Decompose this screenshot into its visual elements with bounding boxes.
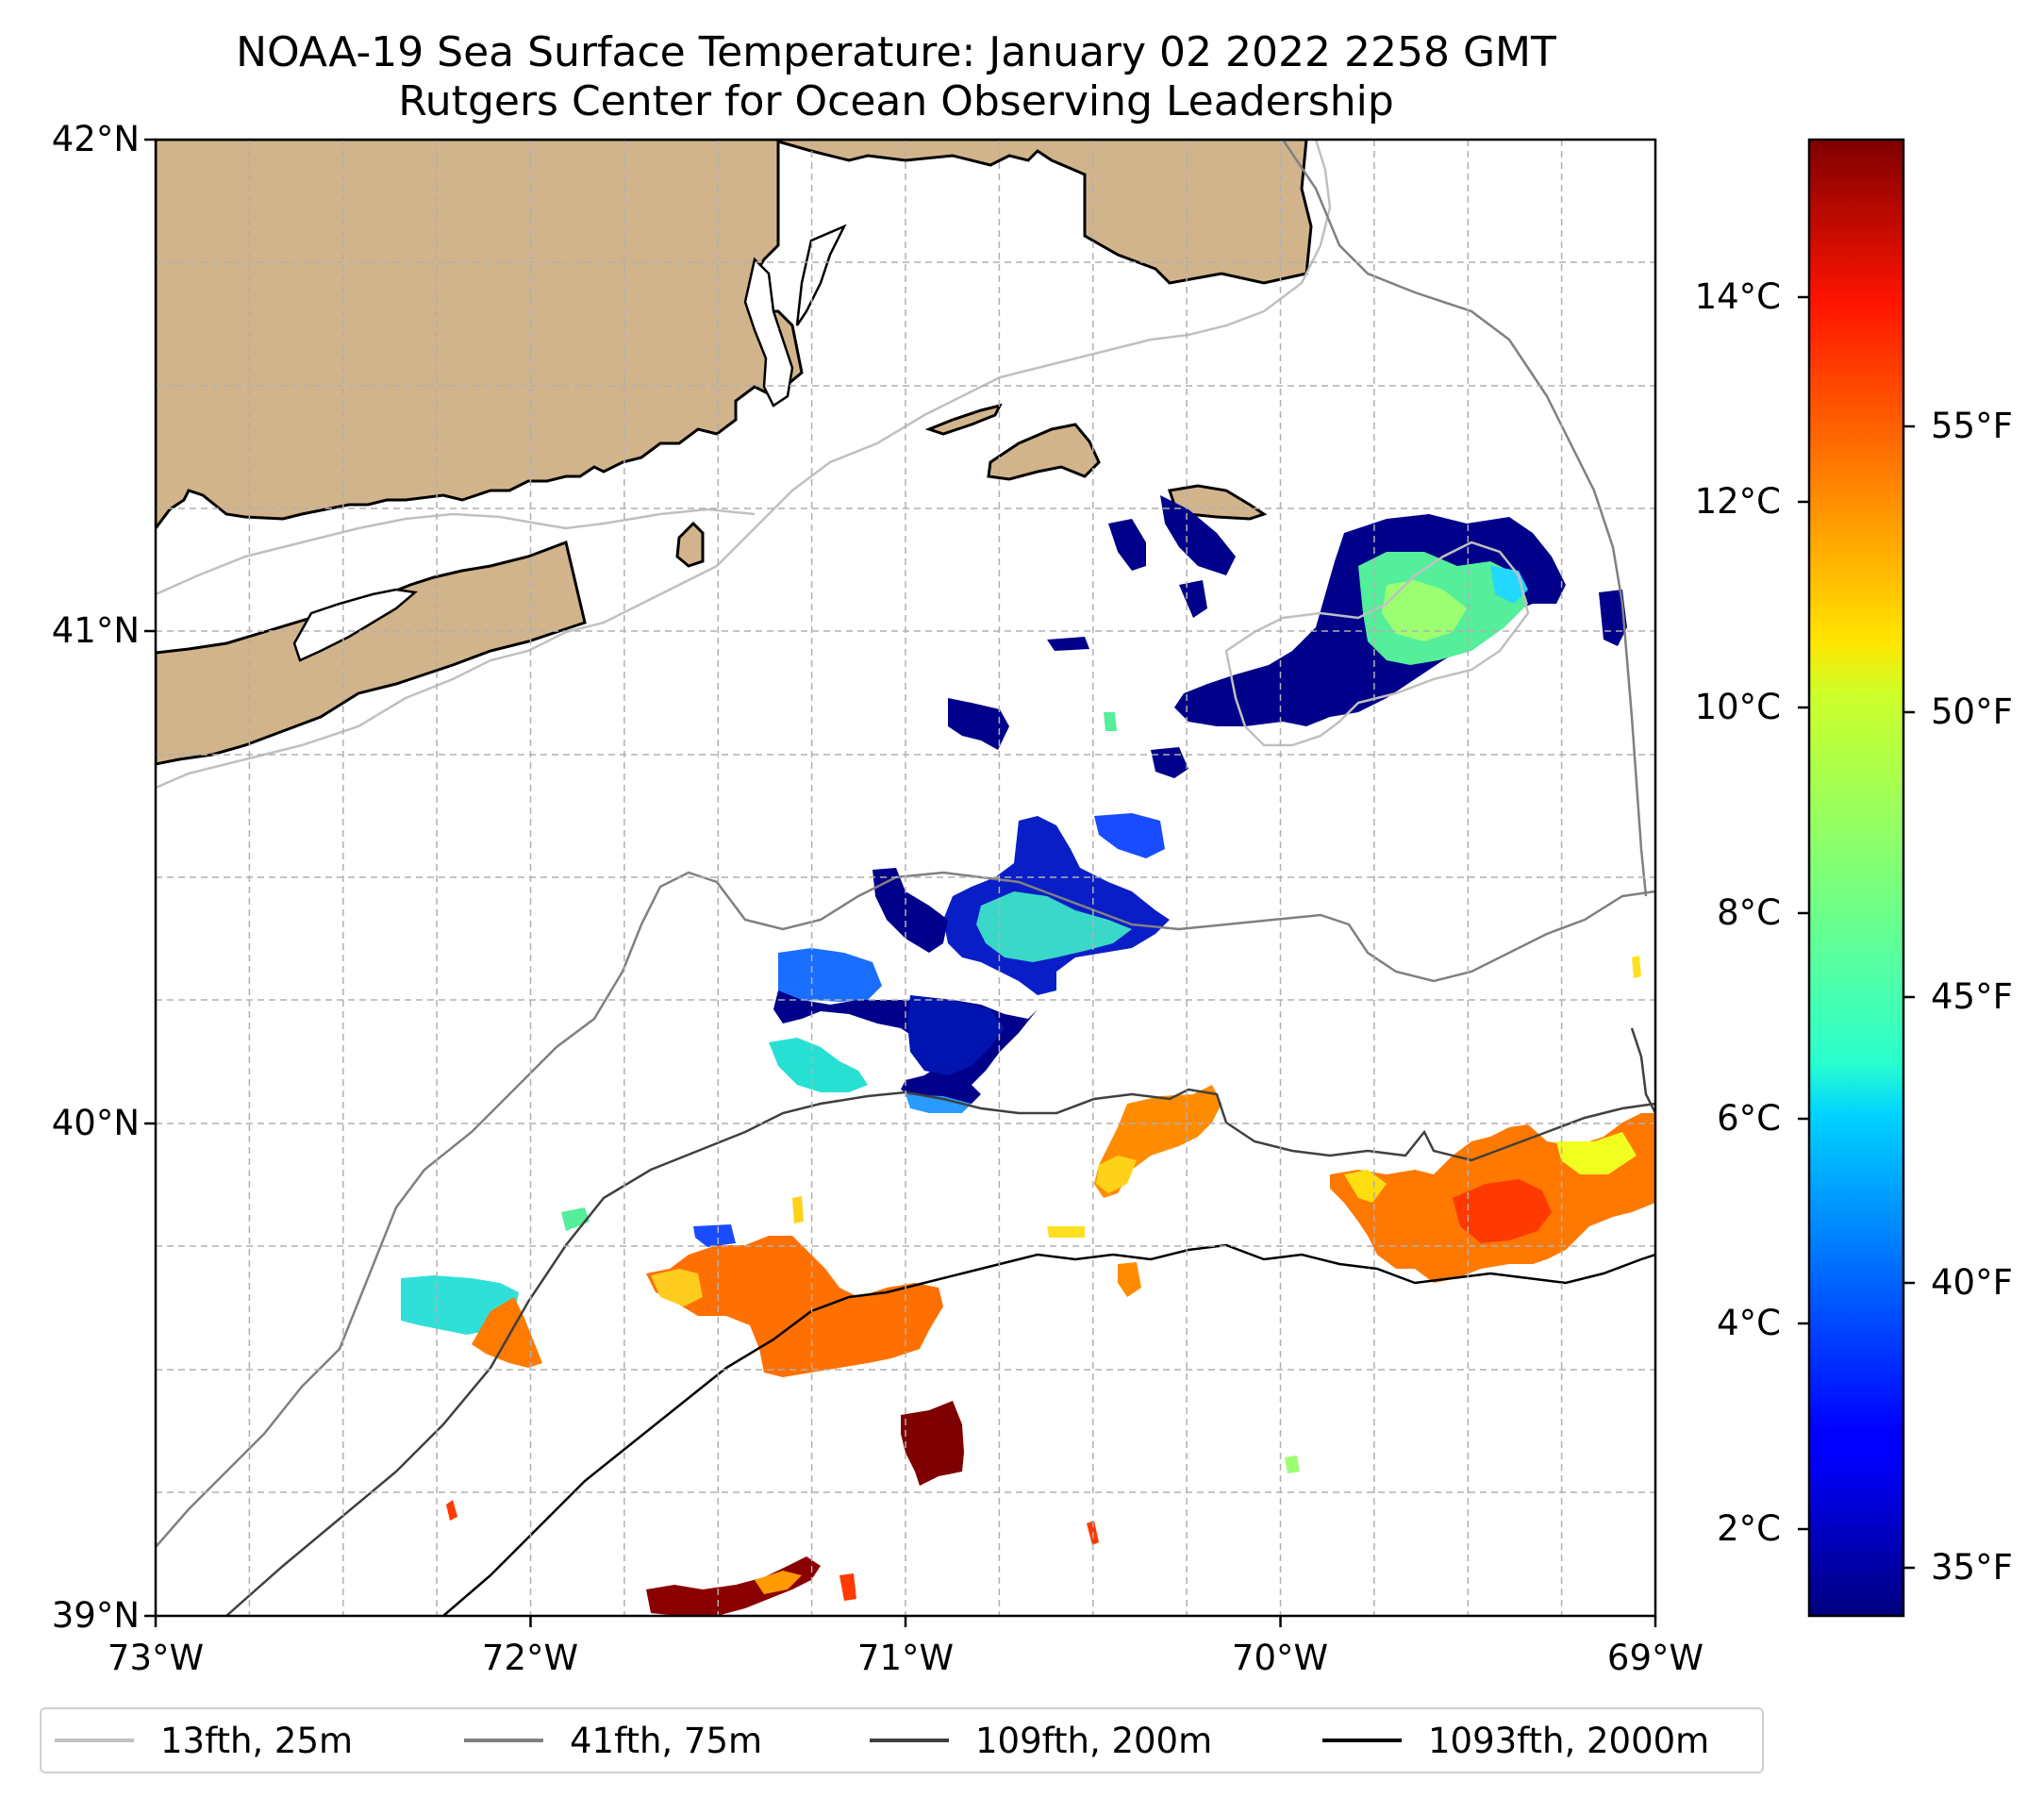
sst-patch-warm-east-yellow (1344, 1170, 1387, 1203)
sst-patch-small-2 (1179, 580, 1207, 618)
lat-label-39n: 39°N (51, 1595, 140, 1636)
sst-patch-warm-small-1 (1118, 1262, 1141, 1297)
contour-25m-shoals (1224, 541, 1530, 747)
colorbar-label-2c: 2°C (1717, 1508, 1781, 1549)
legend-line-2000m (1322, 1739, 1402, 1742)
sst-patch-hot-bottom-orange (755, 1571, 802, 1594)
narragansett-bay (743, 257, 794, 408)
legend-label-200m: 109fth, 200m (975, 1720, 1213, 1761)
grid-lines (156, 140, 1655, 1616)
map-content (156, 140, 1655, 1616)
lon-label-72w: 72°W (481, 1638, 579, 1678)
legend-line-75m (464, 1739, 543, 1742)
block-island (675, 521, 705, 568)
colorbar-label-14c: 14°C (1694, 276, 1781, 317)
legend-label-75m: 41fth, 75m (570, 1720, 763, 1761)
sst-patch-small-5 (1047, 637, 1089, 651)
lon-label-69w: 69°W (1606, 1638, 1704, 1678)
colorbar-label-12c: 12°C (1694, 481, 1781, 522)
legend-line-25m (55, 1739, 134, 1742)
sst-patch-warm-west-orange (472, 1297, 542, 1368)
colorbar-label-45f: 45°F (1931, 976, 2013, 1017)
lon-label-73w: 73°W (107, 1638, 205, 1678)
sst-patch-east-edge (1599, 590, 1627, 646)
legend-item-25m: 13fth, 25m (55, 1709, 353, 1772)
sst-patch-west-cyan (769, 1038, 868, 1092)
sst-patch-small-1 (1108, 519, 1146, 571)
colorbar-label-8c: 8°C (1717, 892, 1781, 933)
lat-label-42n: 42°N (51, 119, 140, 159)
sst-patch-west-deepblue (907, 995, 1005, 1075)
contour-75m (156, 871, 1655, 1548)
sst-patch-west-blue (778, 948, 882, 1005)
colorbar-label-50f: 50°F (1931, 691, 2013, 732)
sst-patch-warm-small-2 (1047, 1226, 1085, 1238)
sst-patch-hot-tiny-3 (446, 1500, 457, 1521)
contour-25m-li-sound (156, 507, 756, 596)
sst-patch-warm-small-3 (561, 1207, 590, 1231)
sst-patch-hot-south (901, 1401, 964, 1486)
sst-patch-hot-bottom (646, 1556, 821, 1616)
lon-label-71w: 71°W (856, 1638, 955, 1678)
sst-patch-warm-small-4 (792, 1196, 804, 1223)
sst-patch-warm-east-yellow2 (1556, 1132, 1637, 1174)
legend-item-75m: 41fth, 75m (464, 1709, 762, 1772)
sst-patch-nantucket-south (1160, 495, 1236, 575)
lat-label-40n: 40°N (51, 1103, 140, 1143)
contour-75m-east (1281, 140, 1648, 897)
legend-label-2000m: 1093fth, 2000m (1428, 1720, 1710, 1761)
legend-label-25m: 13fth, 25m (160, 1720, 354, 1761)
bathymetry-contours (156, 140, 1655, 1616)
buzzards-bay (795, 224, 847, 326)
sst-patch-warm-south-yellow (651, 1269, 703, 1306)
sst-patch-small-6 (1104, 712, 1117, 731)
legend-item-2000m: 1093fth, 2000m (1322, 1709, 1709, 1772)
colorbar-label-40f: 40°F (1931, 1262, 2013, 1303)
elizabeth-islands (924, 403, 1003, 436)
sst-patch-west-bottom (906, 1094, 972, 1113)
peconic-bay (292, 588, 418, 662)
sst-patch-small-3 (948, 698, 1009, 750)
sst-patch-tiny-yellow (1632, 956, 1641, 978)
sst-patch-warm-south-blue (693, 1224, 736, 1247)
sst-patch-shoals-inner (1382, 580, 1467, 641)
colorbar-label-35f: 35°F (1931, 1547, 2013, 1588)
sst-patch-warm-south (646, 1236, 943, 1377)
colorbar-label-6c: 6°C (1717, 1098, 1781, 1139)
sst-patch-midshelf-nw (872, 868, 948, 953)
sst-patch-tiny-green (1285, 1456, 1300, 1473)
colorbar-ticks (1798, 295, 1915, 1570)
colorbar-label-10c: 10°C (1694, 687, 1781, 727)
bays (292, 224, 847, 662)
sst-patch-midshelf-ne (1094, 813, 1165, 858)
chart-subtitle: Rutgers Center for Ocean Observing Leade… (398, 77, 1394, 125)
marthas-vineyard (987, 423, 1101, 481)
colorbar-gradient (1807, 138, 1905, 1618)
axis-ticks (144, 138, 1657, 1627)
contour-200m (225, 1088, 1655, 1616)
sst-patch-hot-tiny-1 (839, 1573, 856, 1601)
colorbar-label-4c: 4°C (1717, 1303, 1781, 1343)
legend-line-200m (870, 1739, 949, 1742)
contour-200m-east (1630, 1027, 1655, 1114)
sst-data (401, 495, 1655, 1616)
contour-25m (156, 140, 1332, 790)
depth-legend: 13fth, 25m 41fth, 75m 109fth, 200m 1093f… (40, 1707, 1764, 1773)
sst-patch-warm-east-core (1453, 1179, 1552, 1243)
lat-label-41n: 41°N (51, 610, 140, 651)
legend-item-200m: 109fth, 200m (870, 1709, 1212, 1772)
chart-title: NOAA-19 Sea Surface Temperature: January… (236, 28, 1556, 76)
contour-2000m (442, 1243, 1655, 1616)
land-masses (156, 140, 1313, 766)
new-england-coast (156, 140, 1313, 531)
sst-patch-warm-center-yellow (1096, 1156, 1137, 1193)
colorbar-label-55f: 55°F (1931, 406, 2013, 446)
lon-label-70w: 70°W (1231, 1638, 1329, 1678)
